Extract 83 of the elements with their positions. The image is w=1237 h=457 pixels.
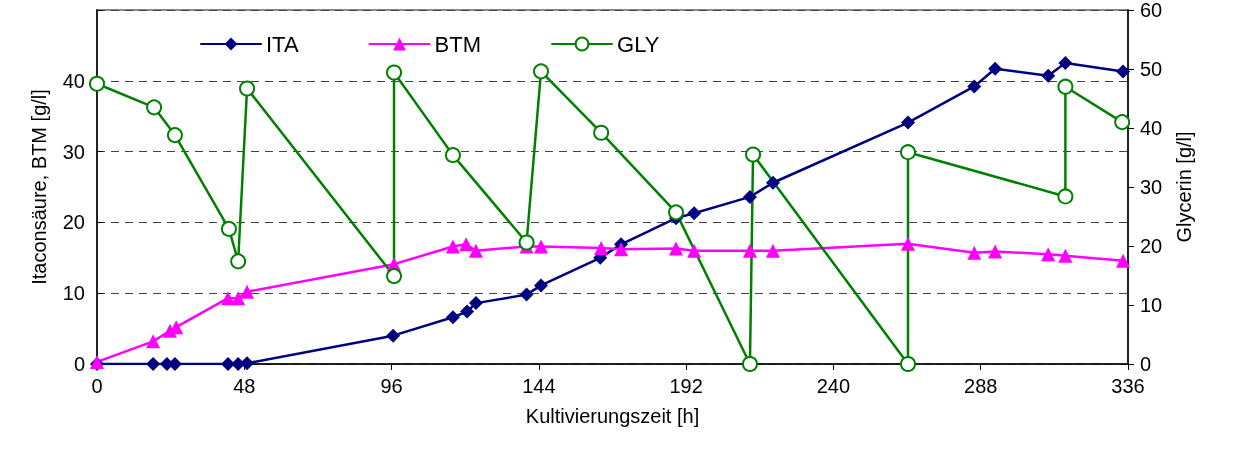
legend-label: BTM (434, 31, 482, 57)
point (1057, 188, 1074, 205)
point (220, 220, 237, 237)
point (459, 237, 474, 252)
point (900, 356, 916, 372)
y2-tick-label: 50 (1140, 58, 1163, 80)
point (534, 239, 549, 254)
point (534, 278, 549, 293)
point (239, 80, 256, 97)
point (593, 124, 610, 141)
point (240, 284, 255, 299)
point (614, 242, 629, 257)
y-tick-label: 30 (62, 140, 85, 163)
point (519, 287, 534, 302)
point (468, 243, 483, 258)
point (742, 243, 757, 258)
point (900, 115, 915, 130)
point (231, 291, 246, 306)
y2-tick-label: 40 (1140, 117, 1163, 139)
point (445, 310, 460, 325)
point (988, 61, 1003, 76)
point (166, 127, 183, 144)
point (669, 241, 684, 256)
y-tick-label: 10 (62, 282, 85, 305)
x-tick-label: 240 (816, 375, 851, 397)
point (988, 244, 1003, 259)
y2-tick-label: 10 (1140, 294, 1163, 316)
x-axis-title: Kultivierungszeit [h] (525, 405, 700, 427)
x-tick-label: 144 (522, 375, 556, 397)
point (230, 253, 247, 270)
legend-label: GLY (617, 31, 660, 57)
point (386, 268, 403, 285)
x-tick-label: 0 (91, 375, 103, 397)
point (146, 334, 161, 349)
point (386, 328, 401, 343)
x-tick-label: 336 (1111, 375, 1145, 397)
point (745, 146, 762, 163)
point (146, 99, 163, 116)
point (221, 291, 236, 306)
x-tick-label: 48 (233, 375, 256, 397)
point (967, 79, 982, 94)
y-tick-label: 20 (62, 211, 85, 234)
point (1116, 64, 1131, 79)
point (240, 356, 255, 371)
point (1114, 114, 1131, 131)
x-tick-label: 192 (669, 375, 703, 397)
point (765, 243, 780, 258)
point (687, 206, 702, 221)
y-tick-label: 40 (62, 69, 85, 92)
x-tick-label: 96 (380, 375, 403, 397)
point (1058, 56, 1073, 71)
point (468, 296, 483, 311)
point (444, 147, 461, 164)
point (146, 357, 161, 371)
point (742, 189, 757, 204)
point (1041, 68, 1056, 83)
point (89, 75, 105, 92)
point (1057, 78, 1074, 95)
point (687, 243, 702, 258)
y-tick-label: 0 (73, 353, 85, 375)
point (594, 240, 609, 255)
point (1041, 247, 1056, 262)
y2-tick-label: 60 (1140, 0, 1163, 21)
y-axis-title: Itaconsäure, BTM [g/l] (28, 89, 50, 285)
point (445, 239, 460, 254)
y2-tick-label: 20 (1140, 235, 1163, 257)
point (900, 144, 916, 161)
y2-axis-title: Glycerin [g/l] (1173, 131, 1195, 243)
point (900, 236, 915, 251)
point (460, 304, 475, 319)
point (1058, 248, 1073, 263)
y2-tick-label: 30 (1140, 176, 1163, 198)
point (518, 234, 535, 251)
point (668, 204, 685, 221)
point (765, 175, 780, 190)
y2-tick-label: 0 (1140, 353, 1152, 375)
point (967, 245, 982, 260)
point (386, 64, 403, 81)
x-tick-label: 288 (964, 375, 998, 397)
legend-label: ITA (266, 31, 299, 57)
point (741, 356, 758, 372)
point (533, 63, 550, 80)
point (1116, 253, 1131, 268)
